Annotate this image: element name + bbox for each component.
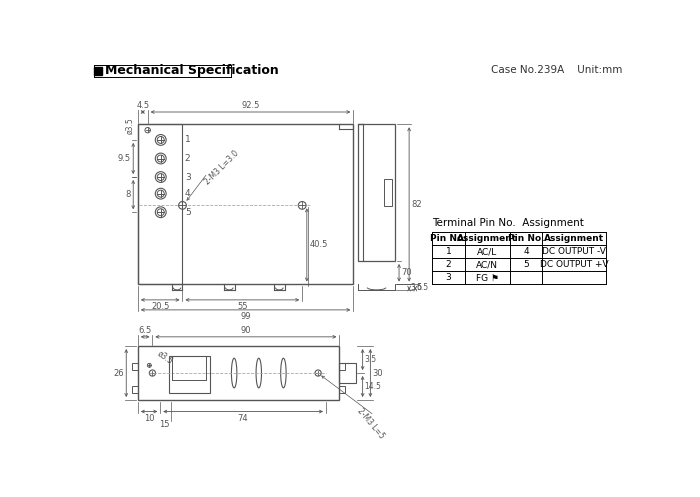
- Text: 5: 5: [185, 208, 190, 217]
- Text: 4.5: 4.5: [136, 101, 149, 110]
- Bar: [358, 124, 395, 261]
- Text: 30: 30: [372, 369, 384, 378]
- Text: Terminal Pin No.  Assignment: Terminal Pin No. Assignment: [433, 218, 584, 228]
- Text: 90: 90: [241, 326, 251, 334]
- Text: 55: 55: [237, 302, 248, 311]
- Text: 82: 82: [412, 200, 422, 209]
- Text: 2-M3 L=3.0: 2-M3 L=3.0: [203, 149, 241, 186]
- Text: Pin No.: Pin No.: [508, 234, 545, 243]
- Text: 2-M3 L=5: 2-M3 L=5: [355, 406, 386, 440]
- Text: 15: 15: [160, 420, 170, 429]
- Text: 8: 8: [125, 190, 131, 199]
- Text: Assignment: Assignment: [457, 234, 517, 243]
- Text: AC/L: AC/L: [477, 247, 498, 256]
- Text: 26: 26: [113, 369, 124, 378]
- Text: 1: 1: [446, 247, 452, 256]
- Text: FG ⚑: FG ⚑: [476, 273, 499, 282]
- Text: 74: 74: [238, 414, 248, 423]
- Bar: [384, 179, 392, 206]
- Bar: [339, 387, 345, 393]
- Text: 99: 99: [240, 312, 251, 321]
- Text: AC/N: AC/N: [477, 260, 498, 269]
- Text: 70: 70: [401, 268, 412, 277]
- Text: ø3.5: ø3.5: [155, 349, 174, 366]
- Text: 4: 4: [524, 247, 529, 256]
- Text: Assignment: Assignment: [544, 234, 604, 243]
- Text: 6.5: 6.5: [139, 326, 152, 334]
- Text: DC OUTPUT +V: DC OUTPUT +V: [540, 260, 608, 269]
- Text: 3: 3: [185, 172, 190, 181]
- Text: Case No.239A    Unit:mm: Case No.239A Unit:mm: [491, 66, 622, 76]
- Text: 3.5: 3.5: [411, 283, 423, 292]
- Text: 3.5: 3.5: [364, 355, 377, 364]
- Text: ø3.5: ø3.5: [126, 117, 135, 134]
- Text: 2: 2: [446, 260, 452, 269]
- Bar: [340, 363, 356, 383]
- Text: 4: 4: [185, 189, 190, 198]
- Text: Pin No.: Pin No.: [430, 234, 467, 243]
- Text: 92.5: 92.5: [241, 101, 260, 110]
- Text: 40.5: 40.5: [310, 241, 328, 249]
- Bar: [138, 346, 340, 400]
- Bar: [132, 363, 138, 370]
- Bar: [339, 363, 345, 370]
- Text: 1: 1: [185, 136, 190, 145]
- Text: 3: 3: [446, 273, 452, 282]
- Bar: [94, 67, 102, 75]
- Text: 10: 10: [144, 414, 154, 423]
- Text: 9.5: 9.5: [118, 154, 131, 163]
- Bar: [138, 124, 354, 284]
- Text: 14.5: 14.5: [364, 382, 381, 391]
- Bar: [132, 387, 138, 393]
- Bar: [169, 356, 209, 393]
- Text: DC OUTPUT -V: DC OUTPUT -V: [542, 247, 606, 256]
- Text: Mechanical Specification: Mechanical Specification: [105, 64, 279, 77]
- Text: 5: 5: [524, 260, 529, 269]
- Text: 6.5: 6.5: [417, 283, 429, 292]
- Text: 2: 2: [185, 154, 190, 163]
- Bar: [138, 124, 183, 284]
- Text: 20.5: 20.5: [151, 302, 169, 311]
